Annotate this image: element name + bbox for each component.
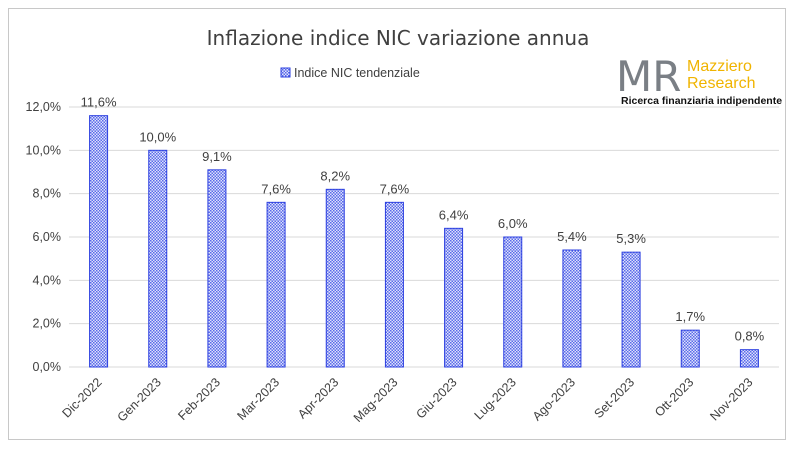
bar-ago-2023 [562, 249, 582, 368]
x-tick-label: Set-2023 [591, 375, 637, 421]
y-tick-label: 8,0% [33, 187, 62, 201]
x-tick-label: Gen-2023 [115, 375, 164, 424]
gridlines [69, 106, 779, 368]
y-tick-label: 0,0% [33, 360, 62, 374]
y-tick-label: 4,0% [33, 273, 62, 287]
y-tick-label: 6,0% [33, 230, 62, 244]
x-tick-label: Mag-2023 [351, 375, 401, 425]
bar-gen-2023 [148, 149, 168, 368]
chart-title: Inflazione indice NIC variazione annua [207, 26, 590, 50]
chart-svg: Inflazione indice NIC variazione annua I… [26, 26, 783, 425]
bar-mag-2023 [384, 201, 404, 368]
legend: Indice NIC tendenziale [280, 66, 420, 80]
bar-nov-2023 [739, 349, 759, 368]
x-tick-label: Dic-2022 [59, 375, 104, 420]
data-label: 11,6% [81, 95, 117, 110]
logo-mark: MR [616, 52, 681, 101]
x-tick-label: Giu-2023 [413, 375, 459, 421]
bar-feb-2023 [207, 169, 227, 368]
data-label: 6,4% [439, 207, 469, 222]
logo-name-line1: Mazziero [687, 58, 752, 75]
x-tick-label: Feb-2023 [175, 375, 223, 423]
bars [89, 115, 759, 368]
legend-swatch [280, 67, 291, 78]
logo-name-line2: Research [687, 75, 755, 92]
data-label: 7,6% [261, 181, 291, 196]
bar-set-2023 [621, 251, 641, 368]
y-axis: 0,0% 2,0% 4,0% 6,0% 8,0% 10,0% 12,0% [26, 100, 61, 374]
legend-label: Indice NIC tendenziale [294, 66, 420, 80]
x-tick-label: Nov-2023 [707, 375, 755, 423]
x-tick-label: Ott-2023 [652, 375, 696, 419]
data-label: 7,6% [380, 181, 410, 196]
y-tick-label: 10,0% [26, 143, 61, 157]
bar-dic-2022 [89, 115, 109, 368]
x-axis: Dic-2022 Gen-2023 Feb-2023 Mar-2023 Apr-2023… [59, 375, 755, 425]
chart-frame: Inflazione indice NIC variazione annua I… [8, 8, 786, 440]
bar-mar-2023 [266, 201, 286, 368]
x-tick-label: Ago-2023 [530, 375, 578, 423]
data-label: 1,7% [675, 309, 705, 324]
x-tick-label: Apr-2023 [295, 375, 341, 421]
x-tick-label: Mar-2023 [234, 375, 282, 423]
data-label: 6,0% [498, 216, 528, 231]
x-tick-label: Lug-2023 [472, 375, 519, 422]
data-label: 5,3% [616, 231, 646, 246]
bar-ott-2023 [680, 329, 700, 368]
data-labels: 11,6% 10,0% 9,1% 7,6% 8,2% 7,6% 6,4% 6,0% 5,4% 5,… [81, 95, 765, 344]
data-label: 8,2% [320, 168, 350, 183]
bar-giu-2023 [444, 227, 464, 368]
data-label: 10,0% [139, 129, 176, 144]
y-tick-label: 12,0% [26, 100, 61, 114]
data-label: 9,1% [202, 149, 232, 164]
data-label: 0,8% [735, 329, 765, 344]
logo-tagline: Ricerca finanziaria indipendente [621, 95, 782, 107]
data-label: 5,4% [557, 229, 587, 244]
logo: MR Mazziero Research Ricerca finanziaria… [616, 52, 782, 107]
bar-apr-2023 [325, 188, 345, 368]
bar-lug-2023 [503, 236, 523, 368]
y-tick-label: 2,0% [33, 317, 62, 331]
